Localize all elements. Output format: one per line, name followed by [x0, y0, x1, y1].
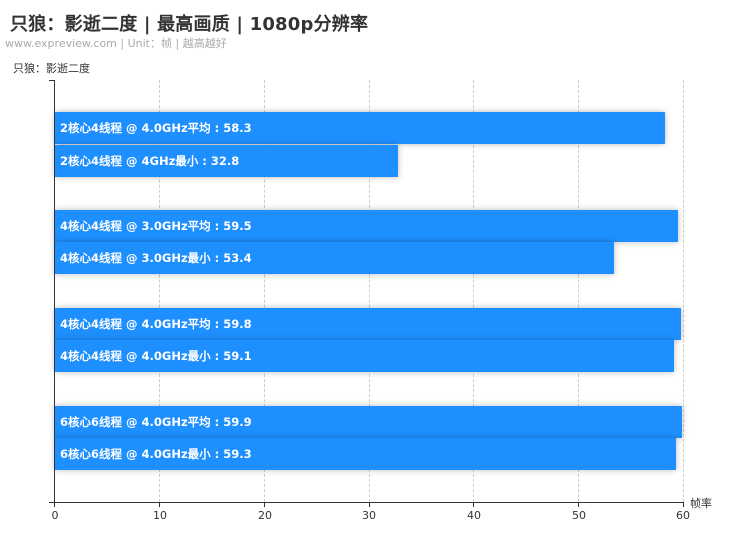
gridline [578, 80, 579, 502]
gridline [264, 80, 265, 502]
bar-6c6t-4ghz-min[interactable]: 6核心6线程 @ 4.0GHz最小 : 59.3 [55, 438, 676, 470]
y-axis-label: 只狼：影逝二度 [13, 62, 90, 75]
bar-label: 6核心6线程 @ 4.0GHz平均 : 59.9 [60, 415, 252, 429]
x-tick-label: 50 [572, 509, 586, 522]
x-tick [473, 502, 474, 507]
x-tick [683, 502, 684, 507]
bar-label: 4核心4线程 @ 4.0GHz平均 : 59.8 [60, 317, 252, 331]
bar-4c4t-4ghz-min[interactable]: 4核心4线程 @ 4.0GHz最小 : 59.1 [55, 340, 674, 372]
x-tick [54, 502, 55, 507]
x-tick-label: 10 [153, 509, 167, 522]
chart-subtitle: www.expreview.com | Unit：帧 | 越高越好 [5, 37, 227, 50]
bar-label: 4核心4线程 @ 3.0GHz平均 : 59.5 [60, 219, 252, 233]
gridline [473, 80, 474, 502]
x-axis-label: 帧率 [690, 497, 712, 510]
bar-2c4t-4ghz-avg[interactable]: 2核心4线程 @ 4.0GHz平均 : 58.3 [55, 112, 665, 144]
bar-label: 6核心6线程 @ 4.0GHz最小 : 59.3 [60, 447, 252, 461]
x-tick [578, 502, 579, 507]
x-tick [369, 502, 370, 507]
bar-label: 4核心4线程 @ 4.0GHz最小 : 59.1 [60, 349, 252, 363]
bar-4c4t-4ghz-avg[interactable]: 4核心4线程 @ 4.0GHz平均 : 59.8 [55, 308, 681, 340]
x-tick-label: 0 [51, 509, 59, 522]
bar-label: 2核心4线程 @ 4.0GHz平均 : 58.3 [60, 121, 252, 135]
x-tick-label: 20 [258, 509, 272, 522]
x-tick-label: 60 [676, 509, 690, 522]
gridline [159, 80, 160, 502]
chart-title: 只狼：影逝二度 | 最高画质 | 1080p分辨率 [10, 14, 369, 35]
bar-label: 2核心4线程 @ 4GHz最小 : 32.8 [60, 154, 240, 168]
x-tick [159, 502, 160, 507]
y-axis-tick [49, 80, 54, 81]
bar-2c4t-4ghz-min[interactable]: 2核心4线程 @ 4GHz最小 : 32.8 [55, 145, 398, 177]
x-tick [264, 502, 265, 507]
y-axis-line [54, 80, 55, 502]
bar-6c6t-4ghz-avg[interactable]: 6核心6线程 @ 4.0GHz平均 : 59.9 [55, 406, 682, 438]
x-tick-label: 30 [362, 509, 376, 522]
x-axis-line [49, 502, 684, 503]
bar-4c4t-3ghz-avg[interactable]: 4核心4线程 @ 3.0GHz平均 : 59.5 [55, 210, 678, 242]
gridline [369, 80, 370, 502]
gridline [683, 80, 684, 502]
bar-label: 4核心4线程 @ 3.0GHz最小 : 53.4 [60, 251, 252, 265]
bar-4c4t-3ghz-min[interactable]: 4核心4线程 @ 3.0GHz最小 : 53.4 [55, 242, 614, 274]
x-tick-label: 40 [467, 509, 481, 522]
